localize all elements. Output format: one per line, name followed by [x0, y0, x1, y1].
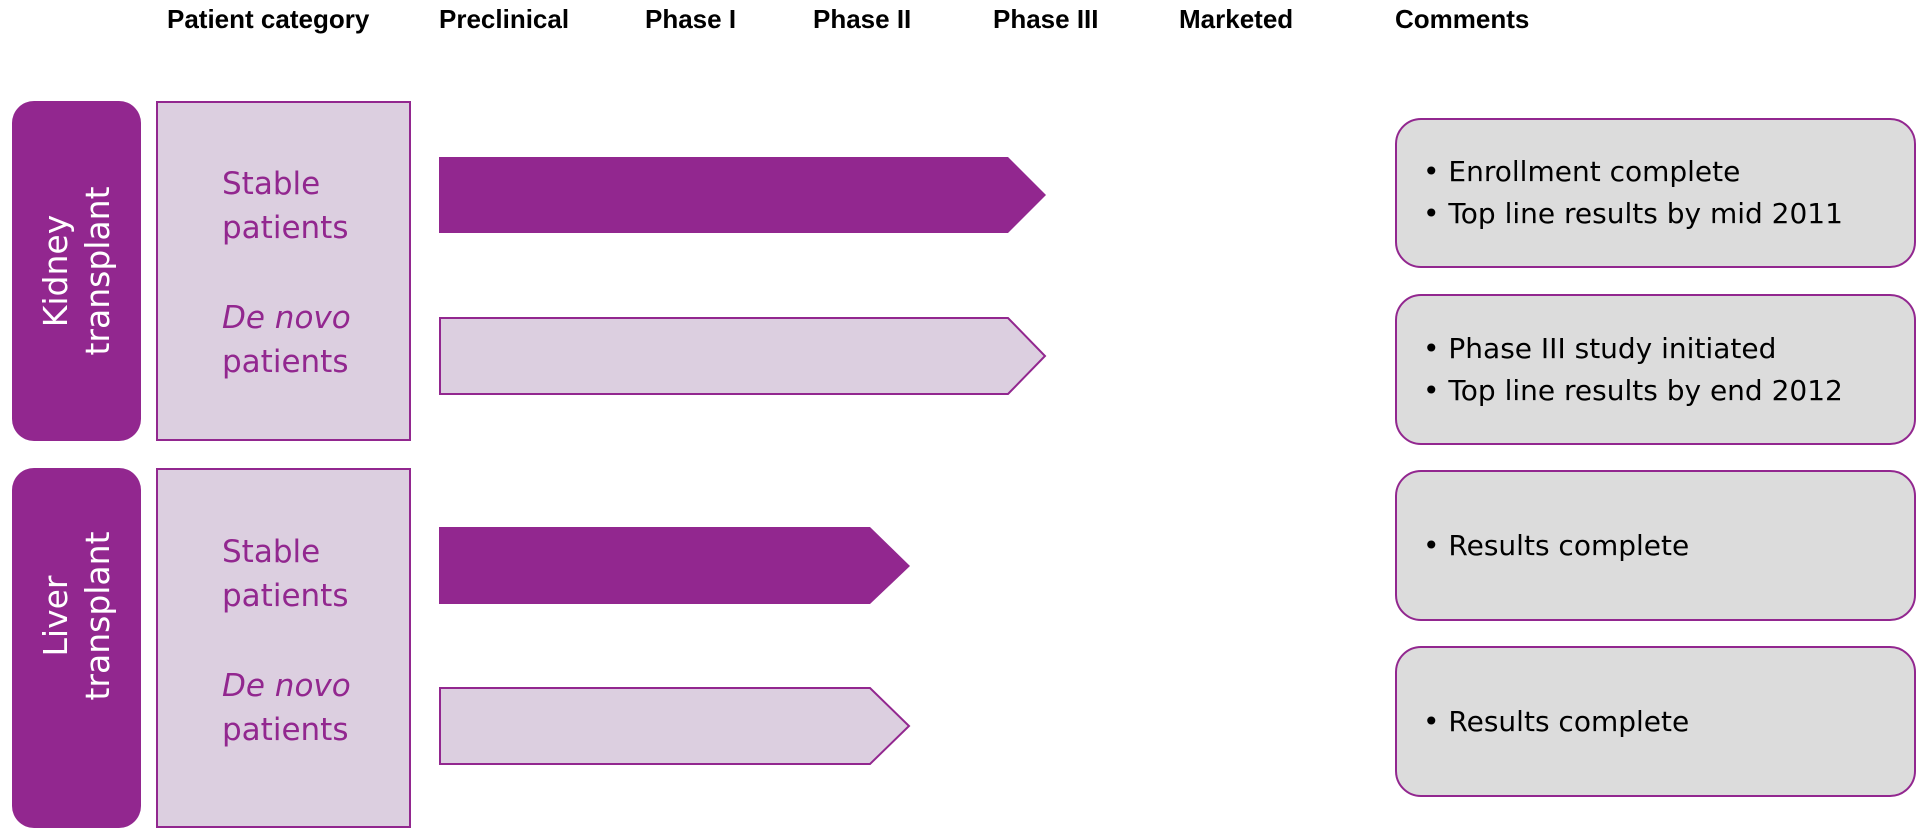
column-header: Comments — [1395, 4, 1530, 34]
column-header: Phase I — [645, 4, 737, 34]
category-text: patients — [222, 344, 349, 380]
group-pill: Kidney transplant — [12, 101, 141, 441]
comment: Top line results by mid 2011 — [1423, 193, 1914, 235]
comment-box: Phase III study initiated Top line resul… — [1395, 294, 1916, 445]
column-header: Preclinical — [439, 4, 570, 34]
category: De novo patients — [222, 664, 402, 752]
comment: Results complete — [1423, 701, 1914, 743]
comment: Phase III study initiated — [1423, 328, 1914, 370]
category-italic: De novo — [222, 668, 351, 704]
column-header: Patient category — [167, 4, 370, 34]
comment-box: Results complete — [1395, 646, 1916, 797]
category-italic: De novo — [222, 300, 351, 336]
category-box — [156, 468, 411, 828]
category: Stable patients — [222, 166, 349, 246]
category: De novo patients — [222, 296, 402, 384]
progress-arrow — [439, 157, 1046, 233]
comment-box: Enrollment complete Top line results by … — [1395, 118, 1916, 268]
category-box — [156, 101, 411, 441]
column-header: Phase II — [813, 4, 912, 34]
comment: Enrollment complete — [1423, 151, 1914, 193]
column-header: Marketed — [1179, 4, 1294, 34]
group-pill: Liver transplant — [12, 468, 141, 828]
progress-arrow — [439, 317, 1047, 395]
column-header: Phase III — [993, 4, 1099, 34]
progress-arrow — [439, 527, 910, 604]
category: Stable patients — [222, 534, 349, 614]
arrows — [439, 157, 1047, 765]
category-text: patients — [222, 712, 349, 748]
comment: Top line results by end 2012 — [1423, 370, 1914, 412]
page: Patient category Preclinical Phase I Pha… — [0, 0, 1922, 808]
comment-box: Results complete — [1395, 470, 1916, 621]
progress-arrow — [439, 687, 911, 765]
comment: Results complete — [1423, 525, 1914, 567]
